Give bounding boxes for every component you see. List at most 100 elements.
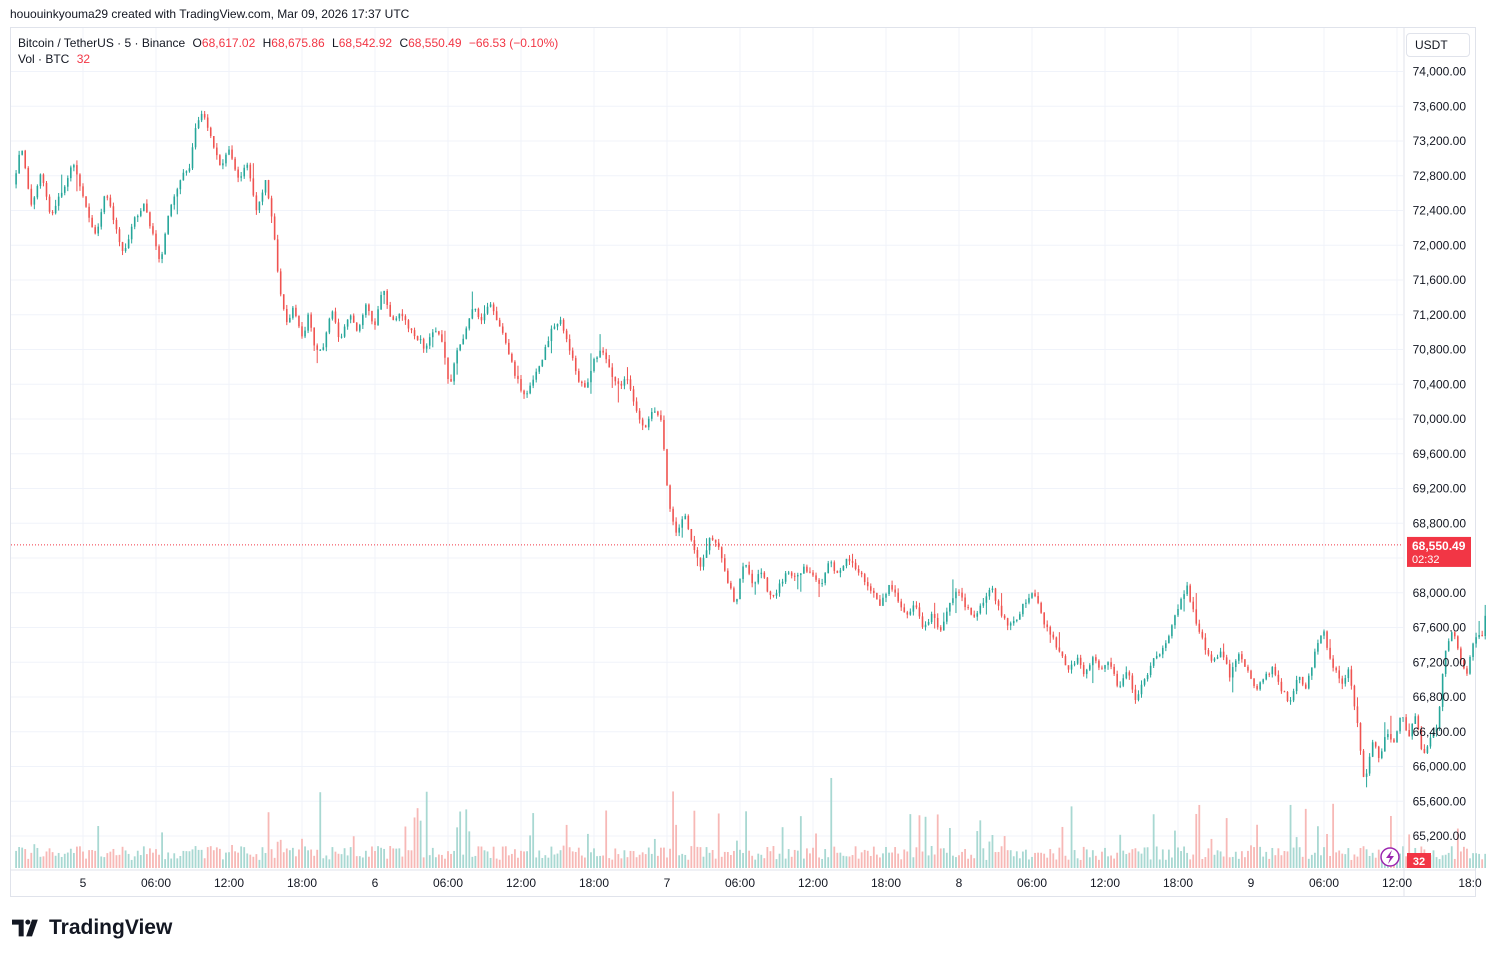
volume-bar — [489, 857, 492, 868]
candle-body — [714, 539, 717, 543]
volume-bar — [501, 846, 504, 868]
currency-selector[interactable]: USDT — [1406, 33, 1470, 57]
candle — [495, 306, 498, 321]
candle-body — [1338, 670, 1341, 679]
candle — [1028, 593, 1030, 605]
volume-bar — [629, 850, 632, 868]
candle — [939, 625, 942, 632]
candle — [906, 610, 909, 619]
volume-bar — [1301, 856, 1304, 868]
candle-body — [51, 211, 54, 214]
candle-body — [827, 563, 830, 574]
candle-body — [541, 359, 544, 367]
volume-bar — [869, 855, 872, 868]
candle — [133, 216, 136, 230]
volume-bar — [733, 850, 735, 868]
candle-body — [1238, 654, 1240, 661]
volume-bar — [194, 846, 197, 868]
volume-bar — [866, 850, 869, 868]
candle — [1204, 633, 1207, 655]
candle-body — [866, 581, 869, 587]
volume-bar — [708, 852, 711, 868]
candle-body — [1195, 609, 1198, 624]
volume-bar — [504, 846, 507, 868]
volume-bar — [903, 849, 906, 868]
volume-bar — [571, 851, 574, 868]
candle — [377, 305, 379, 326]
candle-body — [1198, 623, 1201, 632]
candle — [860, 570, 863, 578]
candle-body — [763, 572, 766, 578]
volume-bar — [1441, 855, 1444, 868]
volume-bar — [1277, 848, 1280, 868]
candle — [602, 347, 604, 356]
price-tick-label: 72,000.00 — [1413, 238, 1467, 252]
candle — [206, 114, 209, 132]
time-axis[interactable]: 5 06:00 12:00 18:00 6 06:00 12:00 18:00 7 06:00 12… — [11, 28, 1482, 896]
volume-bar — [1310, 854, 1313, 868]
candle — [1460, 646, 1462, 665]
candle-body — [1280, 681, 1283, 692]
candle-body — [1149, 665, 1152, 675]
candle — [687, 514, 690, 531]
candle-body — [730, 582, 732, 589]
candle-body — [547, 341, 550, 348]
candle — [769, 590, 772, 600]
volume-bar — [1262, 856, 1265, 868]
candle-body — [593, 358, 595, 371]
volume-bar — [1049, 849, 1052, 868]
candle-body — [796, 574, 799, 577]
ohlc-row: Bitcoin / TetherUS · 5 · Binance O68,617… — [18, 35, 558, 51]
candle — [757, 569, 760, 585]
time-tick-label: 12:00 — [214, 876, 244, 890]
price-tick-label: 72,400.00 — [1413, 204, 1467, 218]
volume-bar — [638, 854, 641, 868]
volume-bar — [1362, 846, 1365, 868]
candle-body — [1095, 657, 1097, 661]
candle-body — [1037, 596, 1039, 603]
candle-body — [1271, 666, 1274, 675]
candle-body — [1186, 585, 1188, 595]
candle-body — [1256, 685, 1258, 690]
candle-body — [1463, 660, 1465, 669]
symbol-label[interactable]: Bitcoin / TetherUS · 5 · Binance — [18, 36, 186, 50]
candle-body — [754, 582, 757, 584]
candle — [365, 303, 367, 318]
volume-bar — [1240, 851, 1243, 868]
volume-bar — [1067, 859, 1070, 868]
candle-body — [836, 570, 839, 573]
candle-body — [1058, 647, 1061, 652]
volume-bar — [383, 848, 386, 868]
volume-bar — [532, 813, 535, 868]
candle-body — [124, 247, 127, 251]
volume-bar — [97, 826, 100, 868]
candle — [54, 199, 57, 215]
candle-body — [1332, 658, 1334, 668]
volume-bar — [952, 855, 954, 868]
candle — [1110, 657, 1112, 670]
price-tick-label: 65,200.00 — [1413, 829, 1467, 843]
candle — [1098, 659, 1100, 671]
volume-label[interactable]: Vol · BTC — [18, 52, 70, 66]
candle-body — [18, 154, 20, 174]
price-tick-label: 67,600.00 — [1413, 621, 1467, 635]
volume-bar — [711, 850, 714, 868]
volume-bar — [623, 850, 626, 868]
candle-body — [1104, 665, 1106, 669]
candle-body — [1478, 635, 1480, 638]
candle — [200, 110, 203, 123]
candle-body — [1019, 614, 1021, 620]
candle — [486, 302, 489, 315]
volume-bar — [647, 847, 650, 868]
candle — [1377, 745, 1380, 763]
candle-body — [1250, 670, 1252, 679]
price-axis[interactable]: 65,200.0065,600.0066,000.0066,400.0066,8… — [1413, 65, 1467, 844]
candle — [371, 310, 373, 325]
volume-bar — [514, 849, 516, 868]
lightning-icon[interactable] — [1380, 847, 1400, 867]
volume-bar — [1469, 858, 1471, 868]
candle — [246, 162, 249, 171]
volume-bar — [888, 852, 890, 868]
candle-body — [73, 165, 75, 168]
